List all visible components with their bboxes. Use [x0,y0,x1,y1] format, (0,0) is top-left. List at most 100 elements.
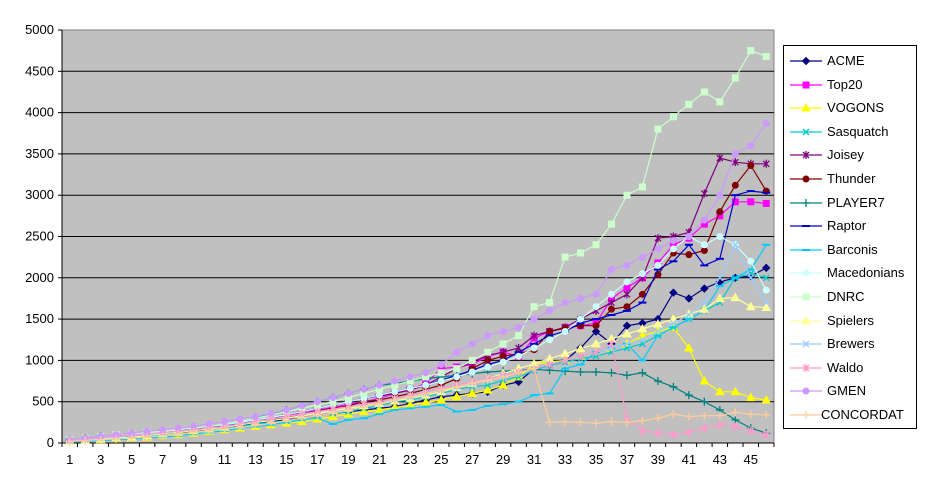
data-point-concordat [313,411,322,420]
data-point-macedonians [406,384,414,392]
data-point-gmen [221,418,229,426]
data-point-top20 [731,198,739,206]
data-point-top20 [747,198,755,206]
legend-label: Spielers [827,312,874,328]
data-point-gmen [313,398,321,406]
data-point-concordat [669,410,678,419]
data-point-joisey [530,331,538,340]
legend-swatch-vogons [790,103,822,112]
data-point-brewers [700,299,708,307]
data-point-spielers [637,324,648,333]
data-point-dnrc [731,74,739,82]
series-line-waldo [69,342,767,442]
x-tick-label: 19 [341,452,355,467]
data-point-dnrc [747,47,755,55]
legend-marker [802,198,810,207]
x-tick-label: 31 [527,452,541,467]
data-point-acme [700,284,709,293]
data-point-spielers [622,328,632,338]
data-point-concordat [421,389,430,398]
legend-item-gmen: GMEN [784,381,916,401]
data-point-gmen [205,420,213,428]
legend-marker [801,315,811,325]
data-point-macedonians [422,381,430,389]
data-point-concordat [715,411,724,420]
data-point-vogons [467,388,478,397]
legend-marker [802,340,810,348]
legend-marker [802,411,810,419]
legend-item-player7: PLAYER7 [784,193,916,213]
legend-item-waldo: Waldo [784,358,916,378]
legend-label: CONCORDAT [821,407,904,422]
legend-swatch-raptor [790,225,822,228]
data-point-acme [762,263,771,273]
data-point-gmen [344,389,352,397]
data-point-brewers [716,274,724,282]
legend-swatch-waldo [790,363,822,372]
legend-label: Waldo [827,359,864,375]
data-point-vogons [420,397,431,407]
x-tick-label: 41 [682,452,696,467]
data-point-concordat [437,386,446,395]
data-point-thunder [499,352,507,360]
legend-item-raptor: Raptor [784,216,916,236]
data-point-concordat [112,434,121,443]
data-point-player7 [607,368,616,377]
data-point-gmen [267,409,275,417]
legend-label: Brewers [827,336,875,352]
legend-item-vogons: VOGONS [784,98,916,118]
data-point-gmen [329,394,337,402]
data-point-concordat [406,392,415,401]
data-point-brewers [747,274,755,282]
data-point-thunder [484,356,492,364]
legend-label: ACME [827,53,865,68]
data-point-dnrc [638,183,646,191]
y-tick-label: 2500 [25,229,54,244]
data-point-spielers [714,293,725,302]
data-point-concordat [81,436,90,445]
legend-swatch-top20 [790,81,822,89]
data-point-gmen [515,323,523,331]
legend-marker [801,103,811,112]
data-point-gmen [669,237,677,245]
x-tick-label: 9 [190,452,197,467]
data-point-gmen [360,385,368,393]
legend-swatch-barconis [790,248,822,251]
series-lines [64,47,772,446]
data-point-vogons [436,395,447,404]
data-point-concordat [65,437,74,446]
data-point-brewers [638,336,646,344]
legend-swatch-dnrc [790,293,822,301]
data-point-brewers [623,340,631,348]
data-point-concordat [282,416,291,425]
data-point-waldo [700,424,708,433]
legend-item-barconis: Barconis [784,240,916,260]
legend-item-brewers: Brewers [784,334,916,354]
data-point-spielers [653,319,663,328]
data-point-concordat [731,408,740,417]
y-tick-label: 5000 [25,22,54,37]
x-axis-ticks: 1 3 5 7 9 11 13 15 17 19 21 23 25 27 29 31 33 35 37 39 41 43 4… [61,442,775,467]
x-tick-label: 27 [465,452,479,467]
data-point-dnrc [577,249,585,257]
legend-label: PLAYER7 [827,194,885,210]
legend-label: GMEN [827,383,866,399]
data-point-top20 [623,284,631,292]
data-point-thunder [546,327,554,335]
data-point-gmen [546,307,554,315]
data-point-vogons [714,386,725,396]
data-point-dnrc [499,340,507,348]
y-tick-label: 2000 [25,270,54,285]
series-line-concordat [69,367,767,442]
data-point-gmen [731,150,739,158]
data-point-concordat [344,405,353,414]
data-point-joisey [654,234,662,243]
data-point-thunder [685,251,693,259]
legend-swatch-spielers [790,315,822,325]
data-point-thunder [747,161,755,169]
data-point-macedonians [499,358,507,366]
legend-item-spielers: Spielers [784,311,916,331]
data-point-thunder [623,303,631,311]
